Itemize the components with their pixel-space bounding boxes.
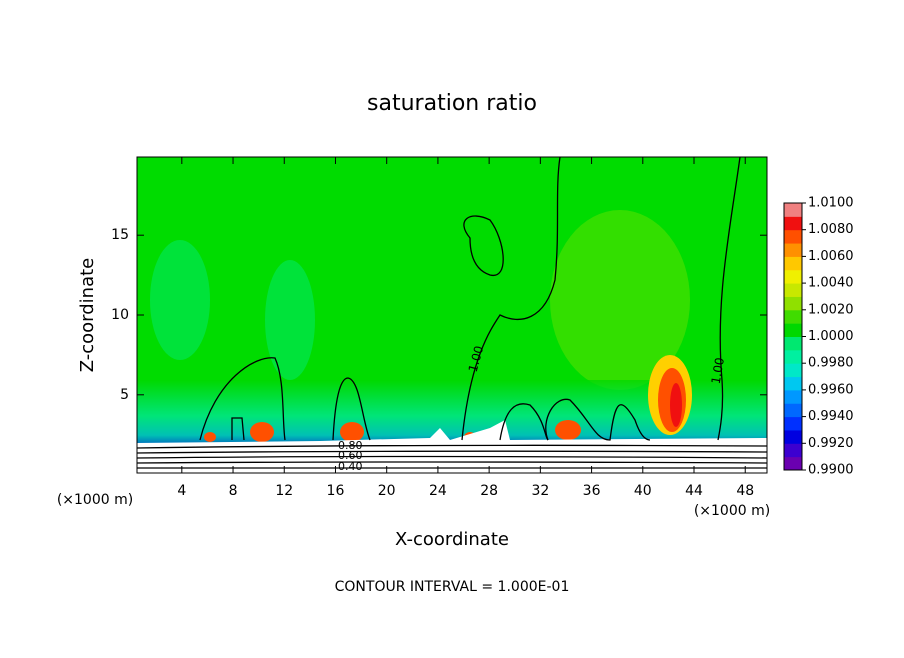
footnote: CONTOUR INTERVAL = 1.000E-01 [335, 579, 570, 595]
y-axis-label: Z-coordinate [77, 258, 98, 373]
y-tick-label: 10 [111, 307, 129, 323]
colorbar-band [784, 203, 802, 217]
x-tick-label: 16 [327, 483, 345, 499]
colorbar-tick-label: 1.0060 [808, 249, 854, 264]
colorbar-band [784, 349, 802, 364]
field-blob [550, 210, 690, 390]
colorbar-band [784, 363, 802, 378]
x-tick-label: 20 [378, 483, 396, 499]
colorbar-band [784, 429, 802, 444]
contour-label: 0.80 [338, 439, 363, 452]
colorbar-band [784, 336, 802, 351]
colorbar-band [784, 216, 802, 231]
x-unit-label: (×1000 m) [694, 503, 770, 519]
x-tick-label: 24 [429, 483, 447, 499]
contour-label: 0.60 [338, 449, 363, 462]
x-tick-label: 44 [685, 483, 703, 499]
contour-label: 1.00 [466, 344, 486, 373]
x-tick-label: 48 [736, 483, 754, 499]
field: 1.00 1.00 0.80 0.60 0.40 [137, 157, 767, 473]
colorbar-tick-label: 1.0000 [808, 329, 854, 344]
colorbar-band [784, 243, 802, 257]
field-hotspot [250, 422, 274, 442]
x-unit-label: (×1000 m) [57, 492, 133, 508]
x-tick-label: 28 [480, 483, 498, 499]
colorbar-tick-label: 1.0080 [808, 222, 854, 237]
terrain [137, 420, 767, 473]
colorbar-band [784, 403, 802, 418]
colorbar-band [784, 296, 802, 311]
field-blob [150, 240, 210, 360]
colorbar-tick-label: 0.9920 [808, 436, 854, 451]
field-hotspot [340, 422, 364, 442]
colorbar-band [784, 456, 802, 471]
colorbar-tick-label: 0.9960 [808, 382, 854, 397]
x-tick-label: 40 [634, 483, 652, 499]
x-tick-label: 4 [177, 483, 186, 499]
colorbar-band [784, 269, 802, 284]
colorbar-band [784, 376, 802, 391]
x-tick-label: 12 [275, 483, 293, 499]
contour-label: 1.00 [709, 356, 727, 385]
colorbar-tick-label: 1.0040 [808, 276, 854, 291]
x-tick-label: 32 [531, 483, 549, 499]
x-tick-label: 36 [583, 483, 601, 499]
field-blob [265, 260, 315, 380]
colorbar-band [784, 256, 802, 271]
colorbar-tick-label: 0.9980 [808, 356, 854, 371]
colorbar-tick-label: 0.9940 [808, 409, 854, 424]
colorbar-band [784, 416, 802, 431]
y-tick-label: 15 [111, 227, 129, 243]
contour-label: 0.40 [338, 460, 363, 473]
colorbar-tick-label: 1.0100 [808, 196, 854, 211]
colorbar-band [784, 323, 802, 337]
colorbar-band [784, 309, 802, 324]
field-hotspot [670, 383, 682, 427]
contour-lines [137, 157, 767, 469]
colorbar-band [784, 389, 802, 404]
chart-title: saturation ratio [367, 91, 537, 116]
x-tick-label: 8 [229, 483, 238, 499]
colorbar-band [784, 283, 802, 297]
colorbar-tick-label: 0.9900 [808, 463, 854, 478]
x-axis-label: X-coordinate [395, 529, 509, 550]
y-tick-label: 5 [120, 387, 129, 403]
colorbar-tick-label: 1.0020 [808, 302, 854, 317]
field-hotspot [555, 420, 581, 440]
colorbar-band [784, 229, 802, 244]
colorbar-band [784, 443, 802, 458]
field-hotspot [204, 432, 216, 442]
